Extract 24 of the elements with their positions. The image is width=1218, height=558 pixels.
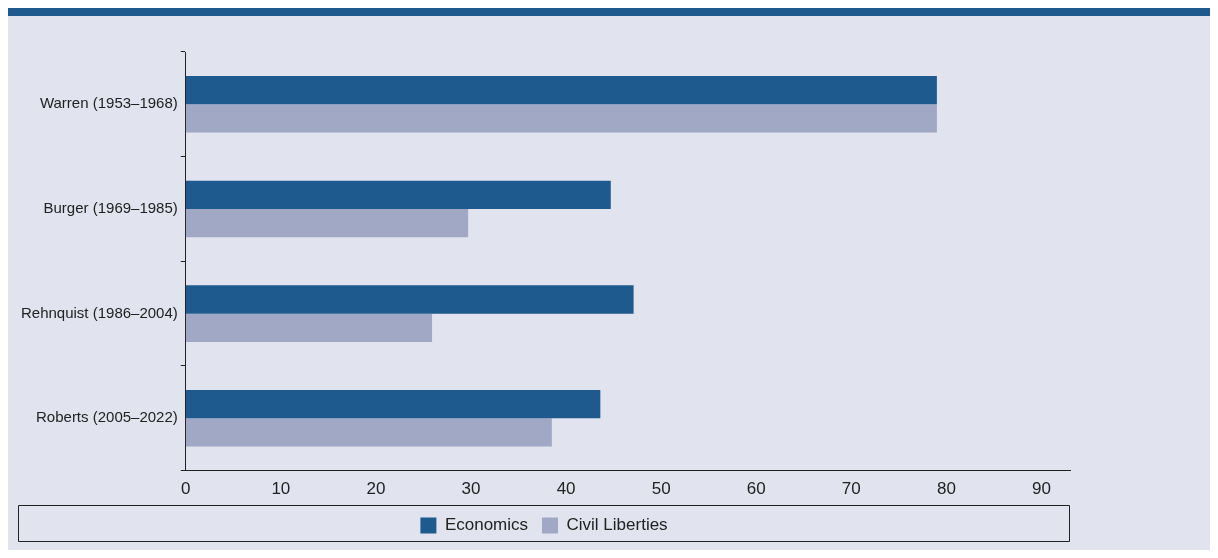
y-tick-label: Burger (1969–1985) bbox=[43, 199, 178, 217]
bar bbox=[185, 104, 937, 133]
bar bbox=[185, 180, 611, 209]
y-tick-label: Roberts (2005–2022) bbox=[36, 408, 178, 426]
x-tick-label: 50 bbox=[651, 479, 671, 499]
x-tick-label: 60 bbox=[746, 479, 766, 499]
x-tick-label: 20 bbox=[366, 479, 386, 499]
bar bbox=[185, 418, 552, 447]
bar bbox=[185, 76, 937, 105]
x-tick-label: 10 bbox=[271, 479, 291, 499]
y-tick-label: Warren (1953–1968) bbox=[39, 94, 178, 112]
y-tick-label: Rehnquist (1986–2004) bbox=[20, 303, 178, 321]
bar bbox=[185, 313, 433, 342]
x-tick-label: 80 bbox=[936, 479, 956, 499]
x-tick-label: 0 bbox=[181, 479, 191, 499]
x-tick-label: 40 bbox=[556, 479, 576, 499]
x-tick-label: 90 bbox=[1032, 479, 1051, 499]
bar bbox=[185, 208, 469, 238]
bar bbox=[185, 390, 601, 419]
x-tick-label: 70 bbox=[841, 479, 861, 499]
legend-label: Civil Liberties bbox=[566, 515, 668, 535]
legend-label: Economics bbox=[444, 515, 529, 535]
x-tick-label: 30 bbox=[461, 479, 481, 499]
bar bbox=[185, 285, 634, 314]
